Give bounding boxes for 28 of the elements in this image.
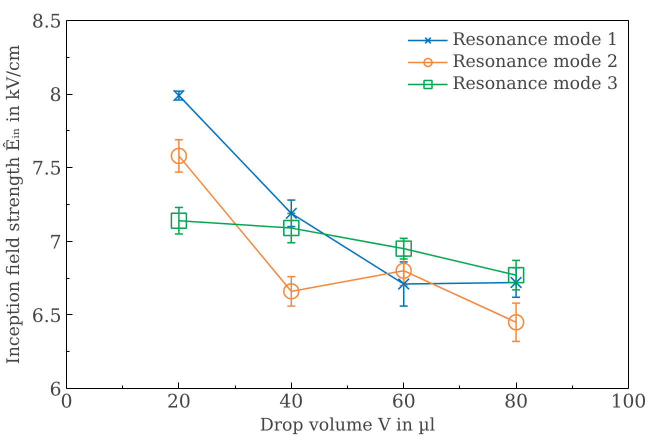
point [395,240,412,257]
x-tick-label: 40 [279,392,304,412]
x-tick-label: 100 [610,392,646,412]
y-tick-label: 7.5 [32,158,62,180]
point [510,276,522,289]
point [283,283,300,300]
legend-label: Resonance mode 1 [452,30,618,50]
y-tick-label: 6 [50,380,62,400]
y-tick-label: 7 [50,232,62,254]
x-tick-label: 20 [167,392,191,412]
x-axis-title: Drop volume V in µl [260,416,436,436]
point [283,220,300,236]
point [508,266,524,284]
point [285,207,298,220]
x-tick-label: 80 [504,392,528,412]
y-tick-label: 8.5 [32,12,62,32]
point [170,212,188,229]
x-tick-label: 60 [392,392,416,412]
point [508,314,524,330]
y-axis-title: Inception field strength Êᵢₙ in kV/cm [2,44,24,364]
y-tick-label: 6.5 [32,306,62,327]
legend-label: Resonance mode 2 [452,52,618,72]
point [395,262,412,279]
point [398,278,410,290]
y-tick-label: 8 [50,85,62,106]
point [170,148,188,164]
x-tick-label: 0 [60,392,72,412]
legend-label: Resonance mode 3 [452,74,618,94]
